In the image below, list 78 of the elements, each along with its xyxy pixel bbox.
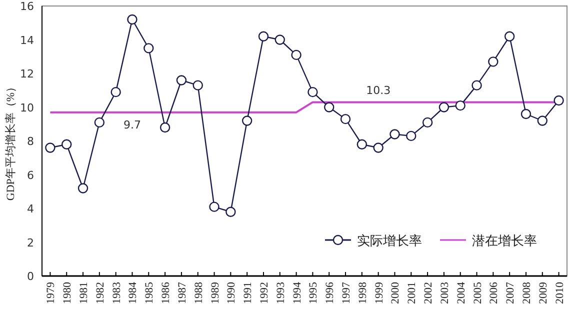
legend-label: 实际增长率 bbox=[357, 233, 422, 248]
point bbox=[373, 142, 384, 153]
x-tick-label: 1999 bbox=[373, 282, 386, 304]
point bbox=[160, 122, 170, 133]
y-tick-label: 12 bbox=[20, 68, 34, 80]
point bbox=[438, 102, 450, 112]
y-tick-label: 4 bbox=[27, 202, 34, 216]
x-tick-label: 2002 bbox=[422, 282, 435, 304]
x-tick-label: 1992 bbox=[258, 282, 270, 304]
point bbox=[274, 34, 285, 45]
x-tick-label: 1996 bbox=[324, 282, 336, 304]
x-tick-label: 1993 bbox=[274, 282, 287, 304]
x-tick-label: 1981 bbox=[78, 282, 90, 304]
point bbox=[94, 117, 105, 128]
y-tick-label: 8 bbox=[27, 135, 34, 148]
point bbox=[520, 108, 532, 120]
x-tick-label: 1995 bbox=[308, 282, 320, 304]
x-tick-label: 1982 bbox=[94, 282, 106, 304]
point bbox=[127, 14, 138, 25]
point bbox=[537, 116, 548, 126]
point bbox=[390, 129, 400, 140]
x-tick-label: 2004 bbox=[455, 282, 468, 304]
x-tick-label: 2001 bbox=[406, 282, 418, 304]
point bbox=[324, 102, 334, 112]
x-tick-label: 1983 bbox=[110, 282, 123, 304]
point bbox=[110, 86, 121, 98]
x-tick-label: 2007 bbox=[504, 282, 517, 304]
point bbox=[291, 50, 302, 60]
x-tick-label: 1986 bbox=[160, 282, 172, 304]
point bbox=[176, 75, 187, 86]
legend-label: 潜在增长率 bbox=[472, 233, 537, 248]
point bbox=[488, 56, 498, 67]
point bbox=[226, 206, 236, 217]
point bbox=[406, 130, 416, 142]
point bbox=[258, 31, 269, 42]
y-tick-label: 6 bbox=[27, 168, 34, 182]
annotation: 10.3 bbox=[366, 84, 391, 98]
x-tick-label: 1979 bbox=[45, 282, 58, 304]
y-tick-label: 16 bbox=[20, 0, 34, 13]
point bbox=[554, 95, 564, 106]
annotation: 9.7 bbox=[123, 118, 141, 132]
y-tick-label: 10 bbox=[20, 101, 34, 114]
x-tick-label: 2005 bbox=[472, 282, 484, 304]
point bbox=[472, 80, 482, 90]
x-tick-label: 1991 bbox=[242, 282, 254, 304]
x-tick-label: 1989 bbox=[209, 282, 222, 304]
y-axis-title: GDP年平均增长率（%） bbox=[4, 81, 17, 201]
point bbox=[504, 31, 515, 42]
x-tick-label: 2009 bbox=[537, 282, 550, 304]
x-tick-label: 2008 bbox=[520, 282, 533, 304]
x-tick-label: 1987 bbox=[176, 282, 188, 304]
x-tick-label: 2010 bbox=[554, 282, 566, 304]
point bbox=[45, 142, 56, 153]
x-tick-label: 1998 bbox=[356, 282, 369, 304]
x-tick-label: 2006 bbox=[488, 282, 500, 304]
point bbox=[356, 139, 368, 150]
point bbox=[62, 139, 72, 150]
point bbox=[209, 202, 220, 212]
point bbox=[78, 183, 88, 194]
x-tick-label: 1980 bbox=[62, 282, 74, 304]
x-tick-label: 1984 bbox=[127, 282, 140, 304]
x-tick-label: 1985 bbox=[144, 282, 156, 304]
y-tick-label: 14 bbox=[20, 34, 34, 47]
point bbox=[340, 114, 351, 124]
point bbox=[422, 117, 433, 128]
x-tick-label: 1990 bbox=[226, 282, 238, 304]
x-tick-label: 1994 bbox=[291, 282, 304, 304]
point bbox=[144, 43, 154, 54]
x-tick-label: 2003 bbox=[438, 282, 451, 304]
point bbox=[455, 100, 466, 111]
y-tick-label: 0 bbox=[27, 270, 34, 283]
point bbox=[192, 80, 203, 90]
point bbox=[242, 116, 252, 126]
point bbox=[308, 86, 318, 98]
x-tick-label: 2000 bbox=[390, 282, 402, 304]
y-tick-label: 2 bbox=[27, 236, 34, 250]
x-tick-label: 1988 bbox=[192, 282, 205, 304]
x-tick-label: 1997 bbox=[340, 282, 353, 304]
